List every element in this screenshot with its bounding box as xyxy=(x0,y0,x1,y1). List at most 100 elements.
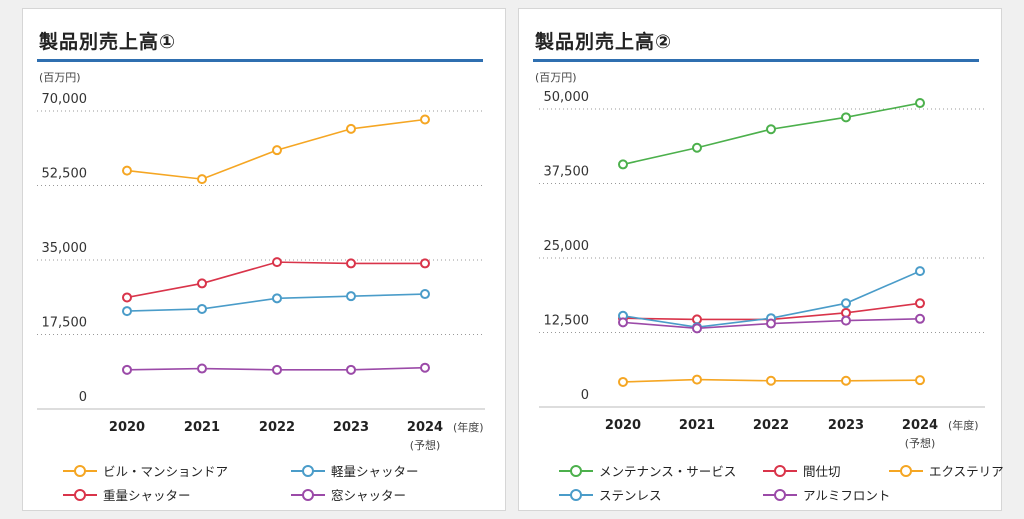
data-point xyxy=(197,303,207,314)
legend-item: 窓シャッター xyxy=(291,485,406,504)
data-point xyxy=(122,165,132,176)
data-point xyxy=(122,364,132,375)
x-tick-label: 2022 xyxy=(753,418,789,433)
data-point xyxy=(197,278,207,289)
data-point xyxy=(272,364,282,375)
legend-item: エクステリア xyxy=(889,461,1004,480)
series-line xyxy=(126,261,425,299)
data-point xyxy=(915,313,925,324)
data-point xyxy=(915,98,925,109)
title-underline xyxy=(533,59,979,62)
data-point xyxy=(841,112,851,123)
chart-panel-2: 製品別売上高② (百万円) 0 12,500 25,000 37,500 50,000 20… xyxy=(518,8,1004,511)
x-tick-note: (予想) xyxy=(905,436,936,450)
data-point xyxy=(272,145,282,156)
data-point xyxy=(915,266,925,277)
data-point xyxy=(346,258,356,269)
legend-item: 軽量シャッター xyxy=(291,461,419,480)
y-unit-label: (百万円) xyxy=(535,71,577,84)
data-point xyxy=(420,114,430,125)
y-tick-label: 35,000 xyxy=(42,241,88,256)
data-point xyxy=(915,375,925,386)
data-point xyxy=(420,362,430,373)
legend-marker xyxy=(291,464,325,477)
legend-marker xyxy=(559,488,593,501)
data-point xyxy=(272,293,282,304)
legend-label: ステンレス xyxy=(599,488,662,503)
chart-panel-1: 製品別売上高① (百万円) 0 17,500 35,000 52,500 70,000 20… xyxy=(22,8,506,511)
legend-label: アルミフロント xyxy=(803,488,891,503)
legend-marker xyxy=(63,488,97,501)
legend-marker xyxy=(889,464,923,477)
data-point xyxy=(122,306,132,317)
legend-item: ビル・マンションドア xyxy=(63,461,228,480)
legend-item: メンテナンス・サービス xyxy=(559,461,736,480)
data-point xyxy=(692,323,702,334)
legend-label: 窓シャッター xyxy=(331,488,407,503)
legend-item: 間仕切 xyxy=(763,461,841,480)
data-point xyxy=(766,124,776,135)
x-tick-label: 2020 xyxy=(605,418,641,433)
data-point xyxy=(420,258,430,269)
line-chart-1: (百万円) 0 17,500 35,000 52,500 70,000 2020 2021 20… xyxy=(37,71,485,452)
data-point xyxy=(915,298,925,309)
data-point xyxy=(766,318,776,329)
legend-label: 間仕切 xyxy=(803,464,841,479)
chart-title: 製品別売上高① xyxy=(39,31,177,53)
x-tick-note: (予想) xyxy=(410,438,441,452)
y-tick-label: 37,500 xyxy=(544,165,590,180)
data-point xyxy=(766,375,776,386)
legend-label: メンテナンス・サービス xyxy=(599,464,737,479)
y-tick-label: 17,500 xyxy=(42,316,88,331)
y-unit-label: (百万円) xyxy=(39,71,81,84)
x-tick-label: 2024 xyxy=(407,420,443,435)
x-unit-label: (年度) xyxy=(453,420,484,434)
legend-item: 重量シャッター xyxy=(63,485,191,504)
data-point xyxy=(197,363,207,374)
y-tick-label: 0 xyxy=(581,388,589,403)
data-point xyxy=(692,374,702,385)
legend-marker xyxy=(763,464,797,477)
y-tick-label: 12,500 xyxy=(544,314,590,329)
data-point xyxy=(841,315,851,326)
x-tick-label: 2023 xyxy=(828,418,864,433)
data-point xyxy=(841,298,851,309)
y-tick-label: 52,500 xyxy=(42,167,88,182)
legend-marker xyxy=(63,464,97,477)
legend-item: ステンレス xyxy=(559,485,662,504)
y-tick-label: 0 xyxy=(79,390,87,405)
data-point xyxy=(272,257,282,268)
data-point xyxy=(618,376,628,387)
legend-label: 重量シャッター xyxy=(103,488,191,503)
data-point xyxy=(692,142,702,153)
y-tick-label: 25,000 xyxy=(544,239,590,254)
legend-marker xyxy=(291,488,325,501)
legend-label: ビル・マンションドア xyxy=(103,464,229,479)
legend-label: 軽量シャッター xyxy=(331,464,419,479)
x-tick-label: 2024 xyxy=(902,418,938,433)
x-tick-label: 2021 xyxy=(679,418,715,433)
data-point xyxy=(346,291,356,302)
legend-item: アルミフロント xyxy=(763,485,890,504)
title-underline xyxy=(37,59,483,62)
data-point xyxy=(420,289,430,300)
data-point xyxy=(618,317,628,328)
data-point xyxy=(618,159,628,170)
line-chart-2: (百万円) 0 12,500 25,000 37,500 50,000 2020 2021 20… xyxy=(535,71,985,450)
x-tick-label: 2020 xyxy=(109,420,145,435)
x-tick-label: 2021 xyxy=(184,420,220,435)
data-point xyxy=(346,123,356,134)
y-tick-label: 50,000 xyxy=(544,90,590,105)
data-point xyxy=(841,375,851,386)
x-tick-label: 2022 xyxy=(259,420,295,435)
legend-marker xyxy=(559,464,593,477)
data-point xyxy=(197,174,207,185)
legend-label: エクステリア xyxy=(929,464,1004,479)
x-tick-label: 2023 xyxy=(333,420,369,435)
chart-title: 製品別売上高② xyxy=(535,31,673,53)
data-point xyxy=(122,292,132,303)
x-unit-label: (年度) xyxy=(948,418,979,432)
y-tick-label: 70,000 xyxy=(42,92,88,107)
legend-marker xyxy=(763,488,797,501)
data-point xyxy=(346,364,356,375)
